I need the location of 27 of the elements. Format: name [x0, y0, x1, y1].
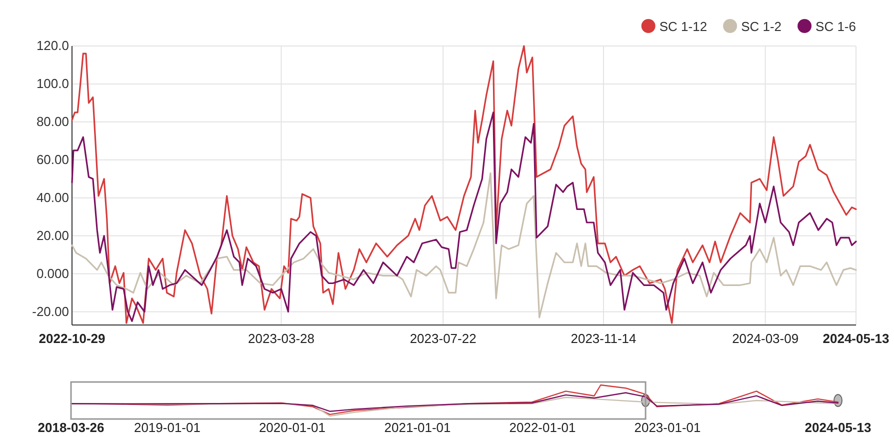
- x-tick-label: 2023-01-01: [634, 420, 701, 436]
- legend-label: SC 1-12: [659, 19, 708, 34]
- x-tick-label: 2023-07-22: [410, 331, 476, 346]
- x-tick-label: 2024-05-13: [804, 420, 872, 436]
- line-series: [71, 112, 857, 322]
- x-tick-label: 2019-01-01: [134, 420, 200, 436]
- line-series: [71, 172, 857, 318]
- legend-label: SC 1-2: [741, 19, 782, 34]
- line-series: [71, 45, 857, 324]
- y-tick-label: 80.00: [36, 114, 69, 130]
- x-tick-label: 2018-03-26: [38, 420, 104, 436]
- legend-label: SC 1-6: [816, 19, 856, 34]
- x-tick-label: 2022-10-29: [38, 331, 106, 346]
- y-tick-label: 120.0: [36, 38, 69, 54]
- y-tick-label: -20.00: [32, 304, 69, 319]
- x-tick-label: 2023-03-28: [248, 331, 315, 346]
- x-tick-label: 2021-01-01: [384, 420, 451, 436]
- y-tick-label: 40.00: [36, 190, 69, 205]
- y-tick-label: 100.0: [36, 76, 69, 92]
- x-tick-label: 2024-03-09: [732, 331, 799, 346]
- y-tick-label: 20.00: [36, 228, 69, 243]
- x-tick-label: 2024-05-13: [822, 331, 890, 346]
- y-tick-label: 60.00: [36, 152, 69, 168]
- x-tick-label: 2022-01-01: [509, 420, 576, 436]
- x-tick-label: 2023-11-14: [570, 331, 636, 346]
- x-tick-label: 2020-01-01: [258, 420, 326, 436]
- y-tick-label: 0.000: [36, 266, 69, 281]
